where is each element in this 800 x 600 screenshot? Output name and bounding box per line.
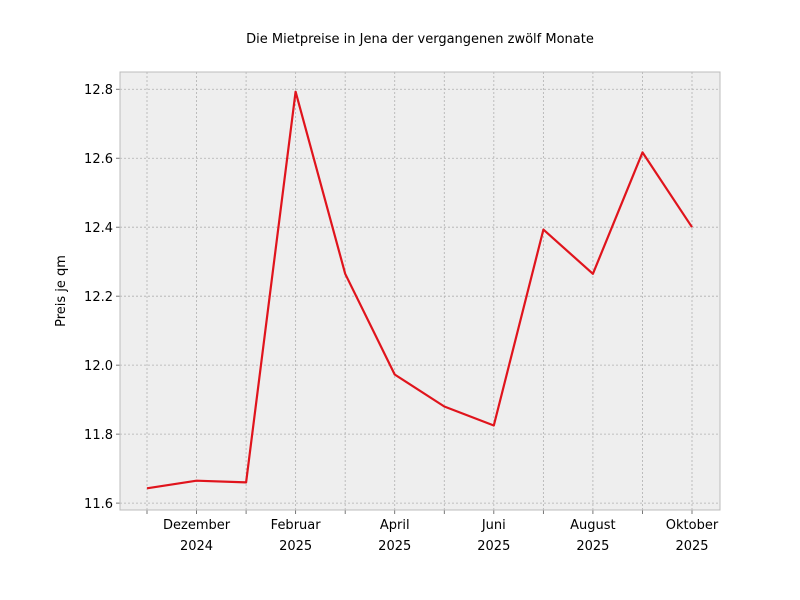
series-group <box>146 90 693 490</box>
x-tick-label-year: 2025 <box>378 539 411 554</box>
x-tick-label-month: Dezember <box>163 518 231 533</box>
x-tick-label-year: 2025 <box>477 539 510 554</box>
x-tick-label-month: Oktober <box>666 518 719 533</box>
grid-lines <box>120 72 720 510</box>
x-tick-label-year: 2025 <box>675 539 708 554</box>
series-line <box>146 90 693 490</box>
x-tick-label-month: August <box>570 518 616 533</box>
axis-ticks: 11.6 11.8 12.0 12.2 12.4 12.6 12.8 Dezember 2024… <box>84 83 719 554</box>
plot-area <box>120 72 720 510</box>
y-tick-label: 12.2 <box>84 290 113 305</box>
chart-title: Die Mietpreise in Jena der vergangenen z… <box>246 32 594 47</box>
x-tick-label-month: April <box>380 518 410 533</box>
y-tick-label: 12.8 <box>84 83 113 98</box>
y-axis-label: Preis je qm <box>54 255 69 327</box>
x-tick-label-year: 2024 <box>180 539 213 554</box>
y-tick-label: 12.4 <box>84 221 113 236</box>
x-tick-label-month: Februar <box>271 518 322 533</box>
x-tick-label-year: 2025 <box>576 539 609 554</box>
plot-frame <box>119 71 721 511</box>
y-tick-label: 12.6 <box>84 152 113 167</box>
y-tick-label: 12.0 <box>84 359 113 374</box>
x-tick-label-year: 2025 <box>279 539 312 554</box>
y-tick-label: 11.6 <box>84 497 113 512</box>
x-tick-label-month: Juni <box>481 518 506 533</box>
y-tick-label: 11.8 <box>84 428 113 443</box>
